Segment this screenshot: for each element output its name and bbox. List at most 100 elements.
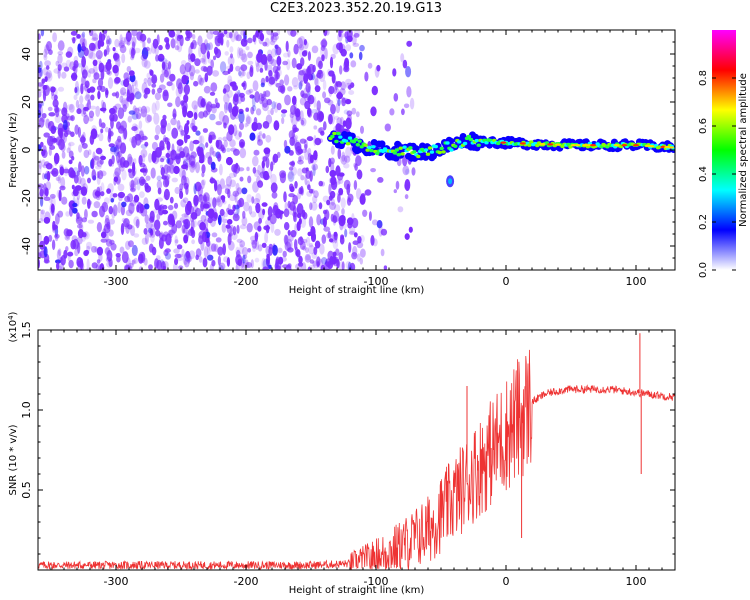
noise-speck <box>298 156 302 163</box>
noise-speck <box>282 250 287 258</box>
noise-speck <box>186 152 191 161</box>
noise-speck <box>58 138 65 150</box>
noise-speck <box>362 209 368 217</box>
noise-speck <box>287 247 294 253</box>
noise-speck <box>188 160 193 165</box>
noise-speck <box>176 78 183 90</box>
noise-speck <box>265 224 270 234</box>
noise-speck <box>198 45 202 58</box>
signal-band-core <box>462 141 468 146</box>
noise-speck <box>380 228 388 236</box>
signal-band-core <box>332 131 337 136</box>
snr-series-line <box>38 349 675 570</box>
noise-speck <box>207 254 214 261</box>
noise-speck <box>376 220 383 229</box>
noise-speck <box>146 114 153 123</box>
noise-speck <box>44 187 49 197</box>
noise-speck <box>337 91 342 97</box>
noise-speck <box>208 243 215 253</box>
noise-speck <box>247 248 252 253</box>
noise-speck <box>114 66 119 77</box>
spectrogram-ytick-label: 0 <box>20 147 33 154</box>
noise-speck <box>372 238 378 247</box>
noise-speck <box>311 201 318 211</box>
noise-speck <box>115 253 121 258</box>
noise-speck <box>98 185 103 192</box>
noise-speck <box>272 156 276 166</box>
noise-speck <box>260 93 266 98</box>
noise-speck <box>170 38 176 49</box>
noise-speck <box>130 55 135 61</box>
noise-speck <box>222 136 228 142</box>
noise-speck <box>89 105 97 110</box>
noise-speck <box>43 235 50 245</box>
noise-speck <box>56 249 61 260</box>
noise-speck <box>316 56 322 68</box>
noise-speck <box>201 164 206 174</box>
noise-speck <box>271 48 277 58</box>
noise-speck <box>72 37 76 44</box>
noise-speck <box>126 89 130 101</box>
signal-band-core <box>330 134 335 139</box>
noise-speck <box>46 69 52 79</box>
noise-speck <box>240 261 246 270</box>
noise-speck <box>199 77 204 86</box>
noise-speck <box>310 72 315 81</box>
noise-speck <box>236 199 242 208</box>
noise-speck <box>138 155 143 166</box>
noise-speck <box>287 170 295 182</box>
noise-speck <box>275 46 282 56</box>
noise-speck <box>267 55 274 65</box>
noise-speck <box>190 226 194 235</box>
noise-speck <box>193 209 198 219</box>
noise-speck <box>262 208 266 216</box>
noise-speck <box>226 257 230 267</box>
noise-speck <box>81 31 86 38</box>
noise-speck <box>295 111 301 122</box>
colorbar-tick-label: 0.4 <box>698 166 709 182</box>
noise-speck <box>174 253 182 259</box>
noise-speck <box>359 44 365 52</box>
noise-speck <box>59 166 65 176</box>
signal-band-core <box>529 140 534 144</box>
noise-speck <box>355 111 360 118</box>
noise-speck <box>126 193 134 203</box>
noise-speck <box>184 62 192 73</box>
noise-speck <box>48 198 53 203</box>
noise-speck <box>322 91 327 99</box>
noise-speck <box>100 122 106 129</box>
noise-speck <box>53 68 61 74</box>
noise-speck <box>135 112 142 120</box>
noise-speck <box>77 48 85 58</box>
noise-speck <box>277 247 283 254</box>
noise-speck <box>154 92 162 101</box>
noise-speck <box>340 154 348 165</box>
noise-speck <box>159 73 165 83</box>
noise-speck <box>205 142 209 148</box>
noise-speck <box>299 138 307 144</box>
snr-scale-close: ) <box>8 311 19 315</box>
noise-speck <box>330 104 336 115</box>
noise-speck <box>232 204 236 212</box>
noise-speck <box>345 117 352 130</box>
noise-speck <box>97 39 101 50</box>
noise-speck <box>377 177 384 183</box>
noise-speck <box>91 245 97 253</box>
noise-speck <box>241 70 246 77</box>
noise-speck <box>203 192 210 202</box>
noise-speck <box>314 85 321 93</box>
noise-speck <box>370 235 375 246</box>
noise-speck <box>174 239 179 244</box>
colorbar-tick-label: 0.0 <box>698 262 709 278</box>
noise-speck <box>242 246 248 257</box>
noise-speck <box>63 66 70 72</box>
noise-speck <box>156 213 161 221</box>
noise-speck <box>227 233 232 246</box>
noise-speck <box>185 134 191 140</box>
noise-speck <box>86 100 91 111</box>
noise-speck <box>401 108 405 116</box>
noise-speck <box>167 218 174 228</box>
noise-speck <box>56 262 60 270</box>
noise-speck <box>81 42 85 52</box>
noise-speck <box>305 82 311 93</box>
